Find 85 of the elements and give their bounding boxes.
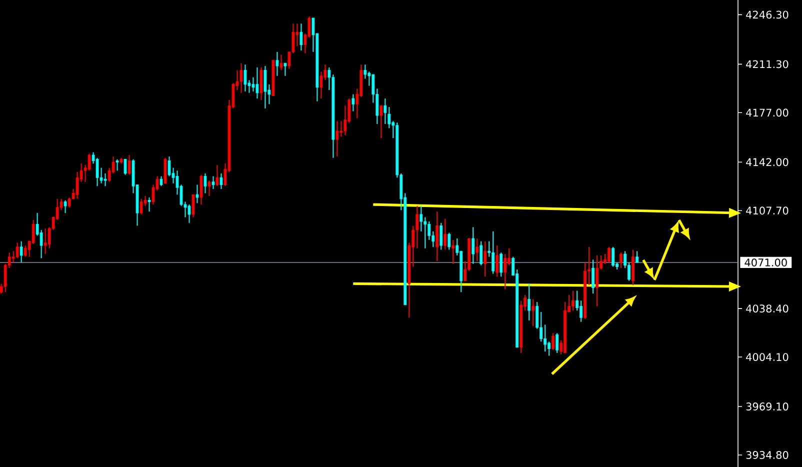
candlestick (148, 196, 151, 212)
candlestick (284, 62, 287, 76)
candlestick (552, 332, 555, 351)
candlestick (188, 204, 191, 224)
y-tick-label: 4142.00 (746, 158, 788, 166)
candlestick (216, 164, 219, 187)
candlestick (444, 218, 447, 250)
candlestick (556, 332, 559, 354)
candlestick (44, 228, 47, 254)
candlestick (252, 76, 255, 92)
candlestick (448, 232, 451, 250)
candlestick (528, 283, 531, 321)
candlestick (24, 245, 27, 258)
candlestick (116, 158, 119, 172)
candlestick (484, 240, 487, 278)
candlestick (388, 106, 391, 129)
candlestick (532, 298, 535, 327)
candlestick (160, 176, 163, 187)
candlestick (544, 324, 547, 352)
candlestick (436, 211, 439, 262)
candlestick (196, 184, 199, 204)
candlestick (364, 64, 367, 80)
candlestick (124, 158, 127, 176)
candlestick (212, 176, 215, 190)
candlestick (208, 180, 211, 197)
candlestick (608, 246, 611, 263)
candlestick (452, 239, 455, 264)
candlestick (140, 198, 143, 215)
candlestick (496, 245, 499, 278)
candlestick (20, 240, 23, 263)
candlestick (500, 252, 503, 278)
candlestick (572, 290, 575, 312)
candlestick (192, 194, 195, 218)
candlestick (504, 253, 507, 290)
candlestick (492, 230, 495, 274)
candlestick (596, 254, 599, 307)
candlestick (64, 200, 67, 214)
candlestick (12, 250, 15, 263)
candlestick (280, 54, 283, 71)
candlestick (384, 98, 387, 124)
candlestick (636, 250, 638, 263)
candlestick (76, 172, 79, 200)
candlestick (220, 172, 223, 190)
y-tick-label: 4246.30 (746, 10, 788, 19)
candlestick (244, 64, 247, 92)
candlestick (300, 23, 303, 51)
candlestick (424, 216, 427, 249)
candlestick (480, 240, 483, 266)
candlestick (340, 120, 343, 138)
candlestick (336, 120, 339, 157)
candlestick (16, 242, 19, 259)
candlestick (104, 172, 107, 187)
y-tick-label: 4004.10 (746, 353, 788, 361)
y-tick-label: 4107.70 (746, 206, 788, 215)
y-tick-label: 4177.00 (746, 108, 788, 117)
candlestick (240, 62, 243, 94)
candlestick (352, 94, 355, 112)
candlestick (96, 157, 99, 187)
candlestick (428, 220, 431, 240)
ref-line-label: 4071.00 (744, 258, 787, 266)
candlestick (256, 66, 259, 100)
candlestick (440, 222, 443, 250)
candlestick (548, 341, 551, 356)
candlestick (592, 259, 595, 294)
y-tick-label: 4038.40 (746, 304, 788, 313)
candlestick (620, 252, 623, 269)
y-tick-label: 3969.10 (746, 402, 788, 410)
candlestick (260, 66, 263, 100)
candlestick (128, 154, 131, 176)
y-tick-label: 4211.30 (746, 60, 788, 68)
candlestick (200, 174, 203, 206)
candlestick (320, 71, 323, 100)
candlestick (416, 205, 419, 249)
candlestick (276, 51, 279, 76)
candlestick (380, 105, 383, 139)
candlestick (264, 66, 267, 109)
candlestick (476, 238, 479, 262)
candlestick (612, 246, 615, 268)
candlestick (472, 226, 475, 264)
candlestick (204, 172, 207, 194)
candlestick (88, 153, 91, 172)
y-tick-label: 3934.80 (746, 451, 788, 459)
candlestick (68, 196, 71, 208)
candlestick (420, 205, 423, 232)
candlestick (580, 300, 583, 322)
